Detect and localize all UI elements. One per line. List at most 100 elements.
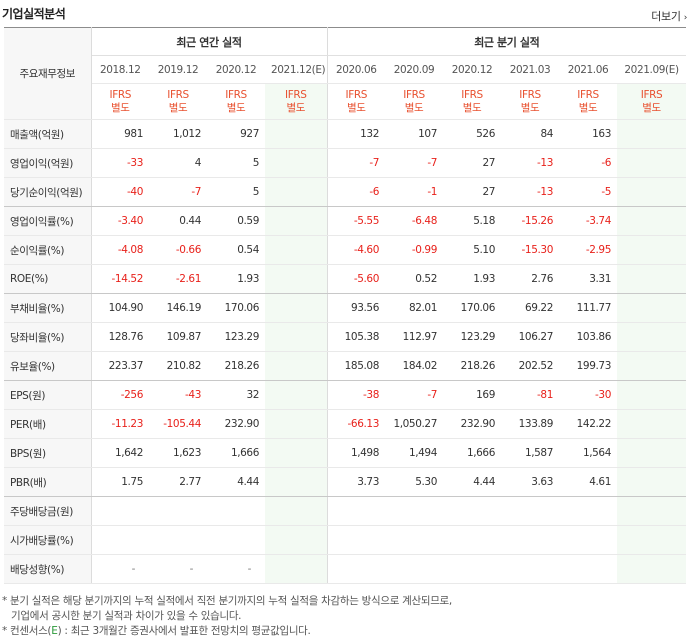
table-cell (559, 525, 617, 555)
table-row: 영업이익(억원) -33 4 5 -7 -7 27 -13 -6 (4, 148, 687, 178)
table-cell (265, 554, 328, 584)
table-cell: 5.18 (443, 206, 501, 236)
table-cell: -4.60 (327, 235, 385, 265)
standard-ifrs: IFRS (167, 88, 189, 101)
table-cell (207, 525, 265, 555)
table-cell: 0.54 (207, 235, 265, 265)
table-cell (385, 496, 443, 526)
table-cell: 223.37 (91, 351, 149, 381)
table-cell (91, 525, 149, 555)
table-cell: 106.27 (501, 322, 559, 352)
table-cell: - (91, 554, 149, 584)
table-cell (265, 293, 328, 323)
table-cell: 27 (443, 177, 501, 207)
table-cell: 927 (207, 119, 265, 149)
table-cell: 2.76 (501, 264, 559, 294)
table-cell: 107 (385, 119, 443, 149)
table-cell (265, 438, 328, 468)
accounting-standard-header: IFRS 별도 (501, 83, 559, 120)
table-cell: -1 (385, 177, 443, 207)
table-cell: 5.30 (385, 467, 443, 497)
row-label: 당좌비율(%) (4, 322, 92, 352)
accounting-standard-header: IFRS 별도 (91, 83, 149, 120)
standard-ifrs: IFRS (519, 88, 541, 101)
row-label: 영업이익률(%) (4, 206, 92, 236)
table-cell: 1,666 (207, 438, 265, 468)
table-cell: 169 (443, 380, 501, 410)
table-row: EPS(원) -256 -43 32 -38 -7 169 -81 -30 (4, 380, 687, 410)
quarter-group-header: 최근 분기 실적 (327, 27, 687, 56)
row-label: 시가배당률(%) (4, 525, 92, 555)
table-cell: 202.52 (501, 351, 559, 381)
period-header: 2020.06 (327, 55, 385, 84)
table-cell: 123.29 (443, 322, 501, 352)
table-cell (501, 525, 559, 555)
table-cell: 133.89 (501, 409, 559, 439)
period-header: 2021.12(E) (265, 55, 328, 84)
table-cell: -0.66 (149, 235, 207, 265)
table-row: ROE(%) -14.52 -2.61 1.93 -5.60 0.52 1.93 2.76 3.… (4, 264, 687, 294)
chevron-right-icon: › (683, 13, 688, 23)
table-cell (617, 438, 687, 468)
table-cell: -33 (91, 148, 149, 178)
table-cell: 184.02 (385, 351, 443, 381)
table-cell: 104.90 (91, 293, 149, 323)
standard-separate: 별도 (346, 101, 366, 114)
label-column-header: 주요재무정보 (4, 27, 92, 120)
table-cell: -256 (91, 380, 149, 410)
table-cell: - (149, 554, 207, 584)
table-row: 배당성향(%) - - - (4, 554, 687, 584)
table-cell: 32 (207, 380, 265, 410)
table-cell: 163 (559, 119, 617, 149)
footnotes: * 분기 실적은 해당 분기까지의 누적 실적에서 직전 분기까지의 누적 실적… (2, 594, 687, 639)
table-body: 매출액(억원) 981 1,012 927 132 107 526 84 163 영업이익(억원)… (4, 119, 687, 584)
standard-separate: 별도 (168, 101, 188, 114)
table-cell: -3.74 (559, 206, 617, 236)
table-cell: 170.06 (207, 293, 265, 323)
table-row: 주당배당금(원) (4, 496, 687, 526)
table-cell: 170.06 (443, 293, 501, 323)
table-cell: 210.82 (149, 351, 207, 381)
table-cell: 3.63 (501, 467, 559, 497)
table-cell: 1,623 (149, 438, 207, 468)
table-cell (617, 322, 687, 352)
more-button[interactable]: 더보기 › (651, 8, 687, 24)
section-title: 기업실적분석 (2, 7, 66, 21)
table-cell (617, 177, 687, 207)
table-cell: 93.56 (327, 293, 385, 323)
table-cell: -43 (149, 380, 207, 410)
table-cell: -81 (501, 380, 559, 410)
table-row: 매출액(억원) 981 1,012 927 132 107 526 84 163 (4, 119, 687, 149)
table-cell: -105.44 (149, 409, 207, 439)
table-row: 당좌비율(%) 128.76 109.87 123.29 105.38 112.97 123… (4, 322, 687, 352)
table-row: 순이익률(%) -4.08 -0.66 0.54 -4.60 -0.99 5.10 -15.3… (4, 235, 687, 265)
financial-summary-table: 주요재무정보 최근 연간 실적 최근 분기 실적 2018.12 2019.12 2… (4, 27, 687, 584)
table-cell (207, 496, 265, 526)
table-cell: 84 (501, 119, 559, 149)
row-label: PBR(배) (4, 467, 92, 497)
table-cell: 1,642 (91, 438, 149, 468)
table-cell: 128.76 (91, 322, 149, 352)
more-label: 더보기 (651, 10, 681, 23)
standard-separate: 별도 (520, 101, 540, 114)
table-cell: -30 (559, 380, 617, 410)
accounting-standard-header: IFRS 별도 (207, 83, 265, 120)
row-label: 영업이익(억원) (4, 148, 92, 178)
table-cell: -4.08 (91, 235, 149, 265)
table-cell: 142.22 (559, 409, 617, 439)
table-cell (617, 206, 687, 236)
accounting-standard-header: IFRS 별도 (559, 83, 617, 120)
accounting-standard-header: IFRS 별도 (327, 83, 385, 120)
table-cell: 4 (149, 148, 207, 178)
table-cell: -13 (501, 177, 559, 207)
table-cell (617, 264, 687, 294)
table-row: 부채비율(%) 104.90 146.19 170.06 93.56 82.01 170.0… (4, 293, 687, 323)
standard-separate: 별도 (110, 101, 130, 114)
standard-separate: 별도 (226, 101, 246, 114)
table-cell: 69.22 (501, 293, 559, 323)
table-row: PER(배) -11.23 -105.44 232.90 -66.13 1,050.27 2… (4, 409, 687, 439)
standard-ifrs: IFRS (577, 88, 599, 101)
group-header-row: 주요재무정보 최근 연간 실적 최근 분기 실적 (4, 27, 687, 120)
table-cell: 4.44 (443, 467, 501, 497)
table-cell (443, 554, 501, 584)
